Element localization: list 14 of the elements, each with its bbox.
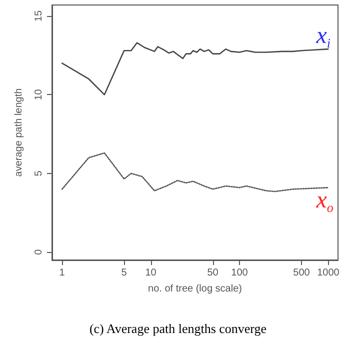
y-tick-label: 10: [34, 88, 44, 100]
x-tick-label: 50: [207, 268, 219, 278]
x-tick-label: 500: [293, 268, 310, 278]
y-axis-title: average path length: [14, 88, 24, 177]
y-tick-label: 5: [34, 170, 44, 176]
y-tick-label: 0: [34, 248, 44, 255]
x-tick-label: 5: [121, 268, 128, 278]
x-tick-label: 1000: [317, 268, 340, 278]
x-axis-title: no. of tree (log scale): [148, 284, 242, 294]
x-tick-label: 1: [59, 268, 66, 278]
x-tick-label: 10: [145, 268, 157, 278]
x-tick-label: 100: [231, 268, 248, 278]
y-tick-label: 15: [34, 10, 44, 22]
text: (c) Average path lengths converge: [89, 321, 267, 336]
